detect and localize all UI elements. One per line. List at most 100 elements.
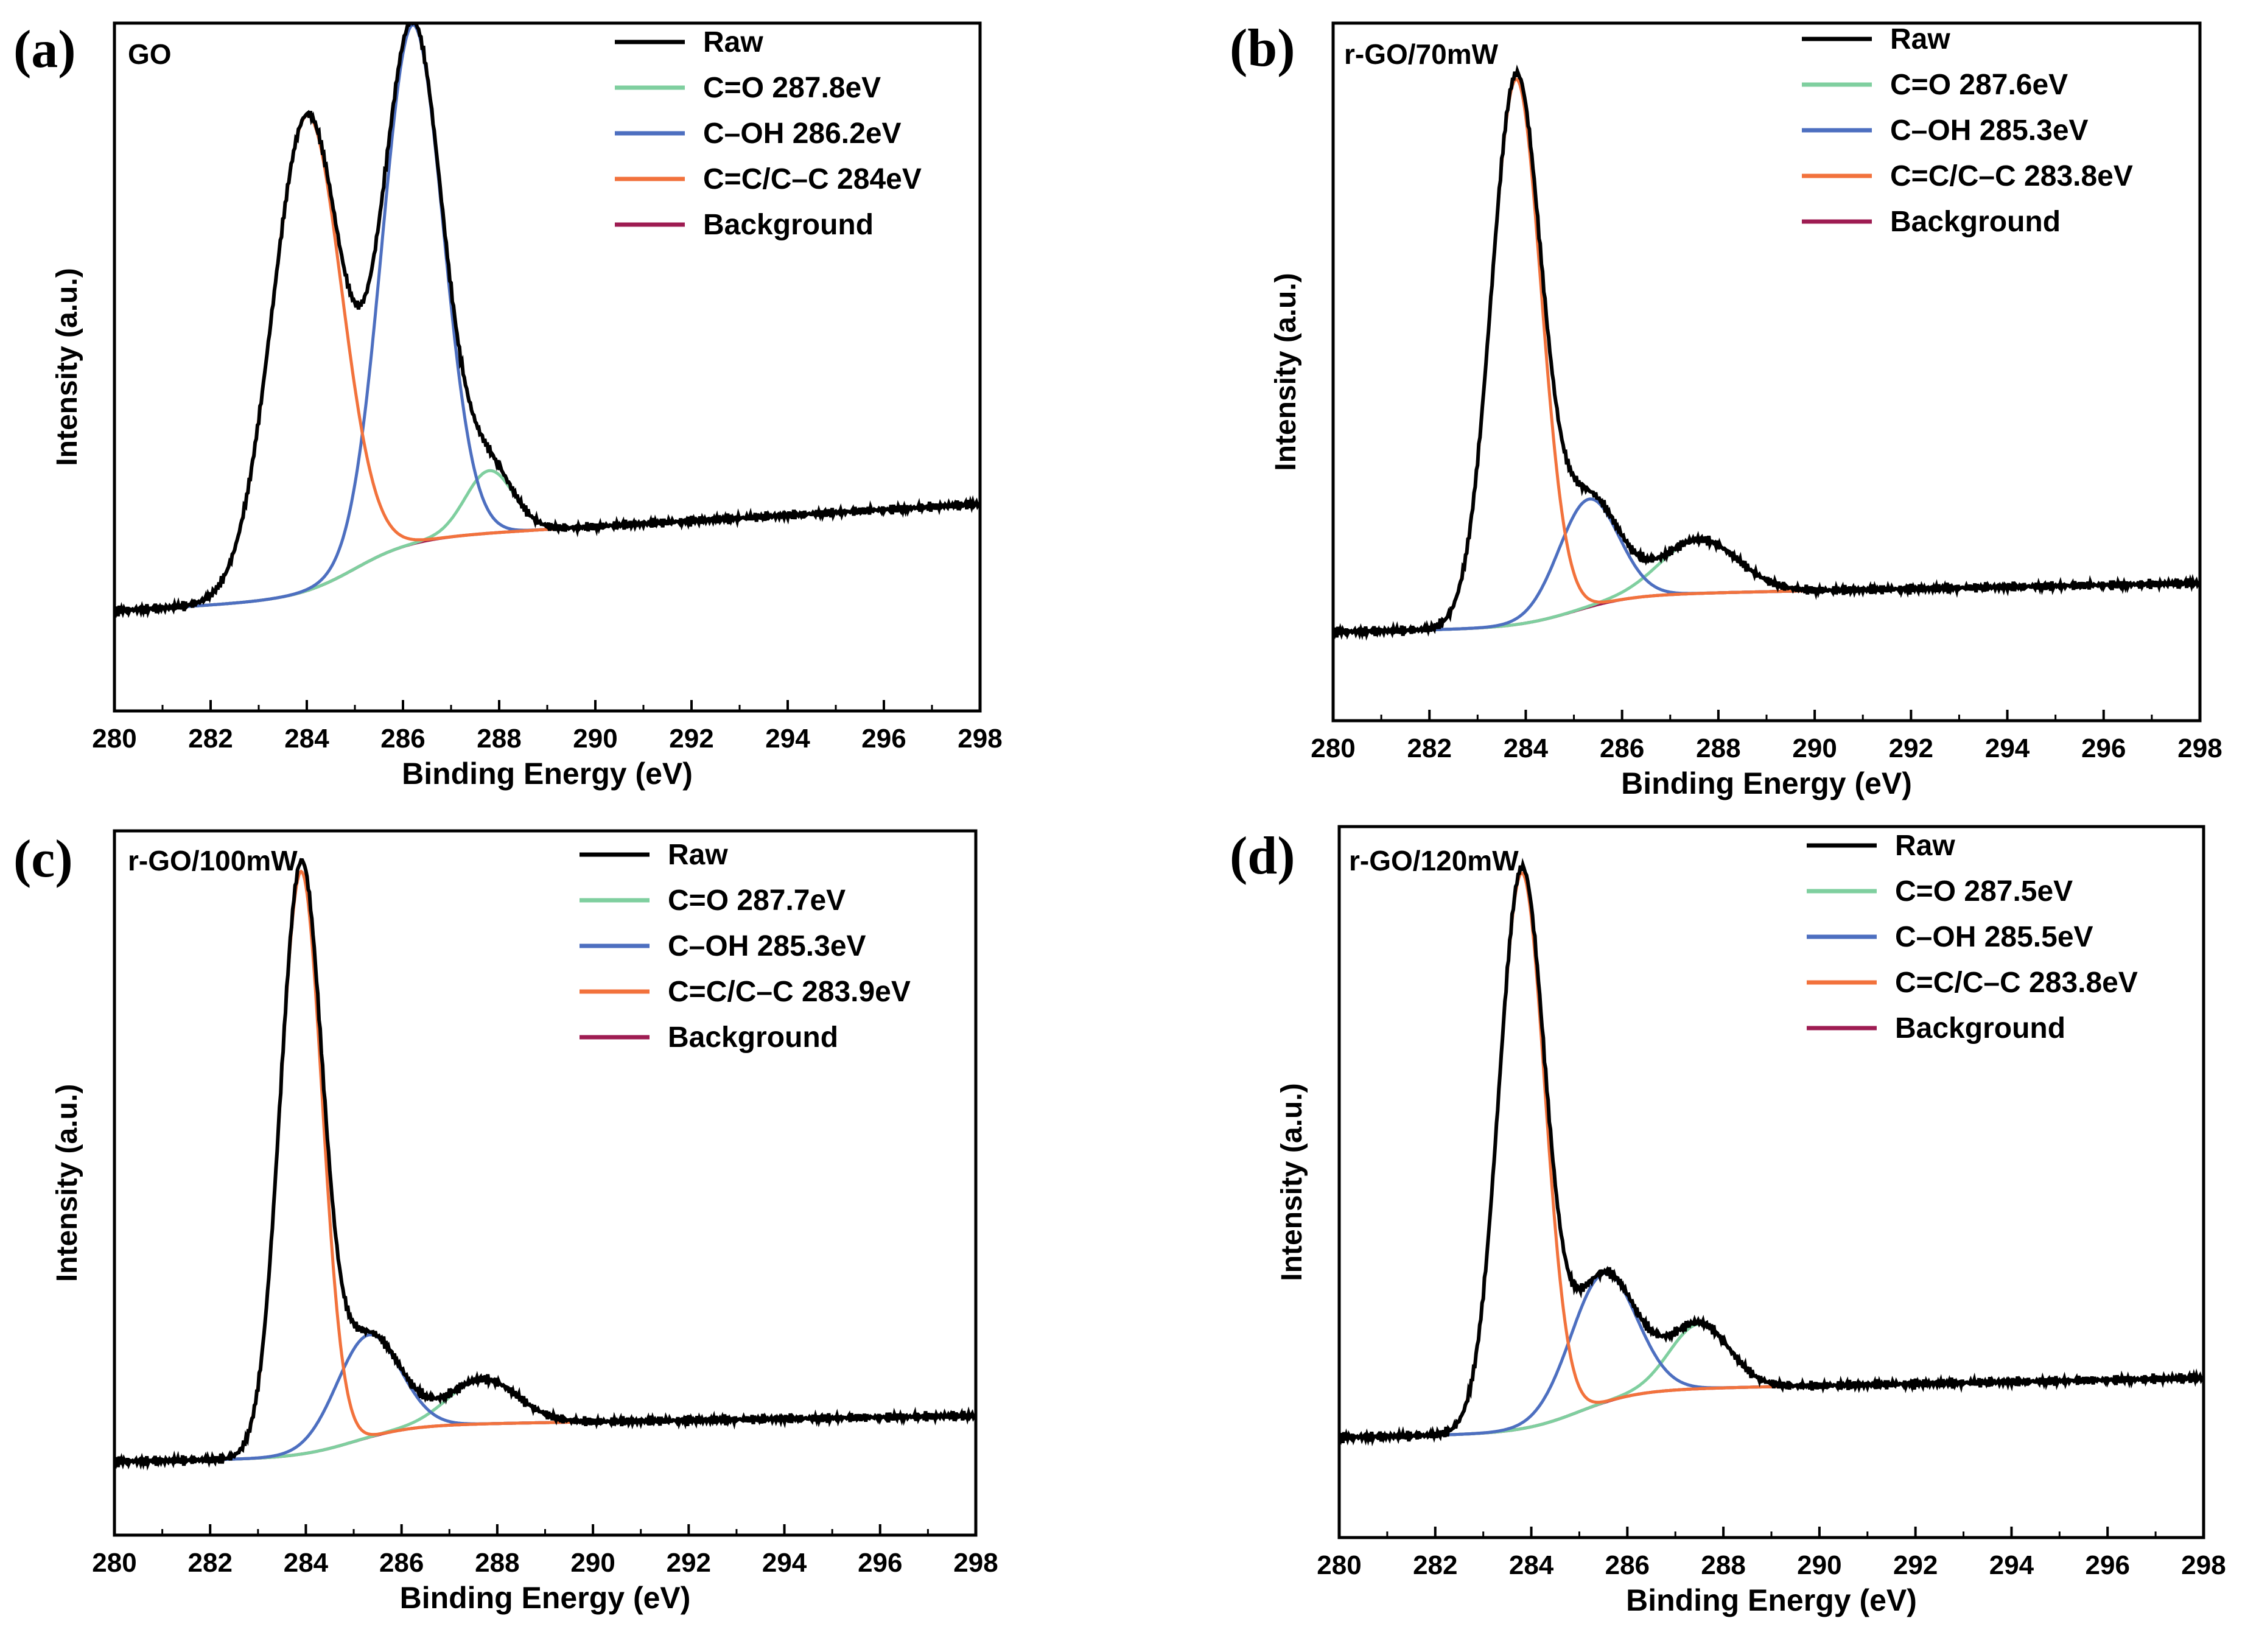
x-tick-label: 286 [1600, 733, 1644, 763]
y-axis-title: Intensity (a.u.) [1270, 273, 1302, 471]
legend-cc: C=C/C–C 283.9eV [580, 976, 911, 1008]
x-tick-label: 294 [1989, 1550, 2034, 1580]
legend-label: C–OH 285.3eV [1890, 114, 2089, 147]
legend-label: C=O 287.7eV [668, 884, 846, 917]
x-tick-label: 292 [1893, 1550, 1938, 1580]
x-tick-label: 296 [861, 724, 906, 754]
panel-label: (b) [1230, 19, 1295, 78]
legend-c-oh: C–OH 285.3eV [1802, 114, 2089, 147]
raw-spectrum-line [1339, 858, 2204, 1447]
x-tick-label: 282 [1413, 1550, 1457, 1580]
x-tick-label: 280 [1317, 1550, 1361, 1580]
x-tick-label: 288 [477, 724, 521, 754]
c-o-peak-line [114, 469, 980, 613]
legend-c-oh: C–OH 285.5eV [1807, 921, 2093, 953]
legend-label: C–OH 285.3eV [668, 930, 866, 962]
x-tick-label: 290 [570, 1548, 615, 1578]
legend-raw: Raw [580, 839, 728, 871]
x-tick-label: 284 [284, 1548, 329, 1578]
x-tick-label: 280 [1311, 733, 1355, 763]
legend-label: Raw [1895, 830, 1955, 862]
x-tick-label: 286 [380, 724, 425, 754]
panel-label: (a) [13, 20, 76, 79]
legend-cc: C=C/C–C 283.8eV [1802, 160, 2133, 192]
y-axis-title: Intensity (a.u.) [51, 1084, 83, 1282]
sample-title: GO [128, 38, 172, 70]
legend-label: C–OH 285.5eV [1895, 921, 2093, 953]
legend-label: Background [1895, 1012, 2065, 1045]
x-tick-label: 296 [2081, 733, 2126, 763]
x-tick-label: 280 [92, 724, 136, 754]
x-axis-title: Binding Energy (eV) [402, 757, 693, 791]
legend-label: C=C/C–C 283.8eV [1895, 967, 2138, 999]
legend-label: Background [668, 1021, 838, 1054]
panel-d: 280 282 284 286 288 290 292 294 296 298 Binding En… [1230, 825, 2226, 1617]
x-tick-label: 294 [765, 724, 810, 754]
raw-spectrum-line [114, 858, 976, 1471]
legend-c-oh: C–OH 285.3eV [580, 930, 866, 962]
x-tick-label: 292 [669, 724, 713, 754]
legend-label: Raw [703, 26, 763, 58]
panel-b: 280 282 284 286 288 290 292 294 296 298 Binding En… [1230, 19, 2222, 800]
raw-spectrum-line [1333, 64, 2200, 641]
legend-c-o: C=O 287.6eV [1802, 69, 2068, 101]
legend-c-o: C=O 287.8eV [615, 72, 881, 104]
x-tick-label: 288 [475, 1548, 519, 1578]
x-tick-label: 296 [858, 1548, 902, 1578]
x-tick-label: 296 [2086, 1550, 2130, 1580]
sample-title: r-GO/100mW [128, 845, 298, 877]
x-tick-label: 280 [92, 1548, 136, 1578]
legend-c-o: C=O 287.7eV [580, 884, 846, 917]
legend-c-o: C=O 287.5eV [1807, 875, 2073, 908]
x-tick-label: 290 [1792, 733, 1837, 763]
panel-label: (c) [13, 830, 73, 889]
x-tick-label: 284 [1504, 733, 1549, 763]
legend-label: C–OH 286.2eV [703, 117, 902, 150]
x-tick-label: 284 [1509, 1550, 1554, 1580]
sample-title: r-GO/120mW [1349, 845, 1519, 877]
x-axis-title: Binding Energy (eV) [1621, 766, 1912, 800]
sample-title: r-GO/70mW [1344, 38, 1499, 70]
legend-label: C=O 287.5eV [1895, 875, 2073, 908]
legend-label: C=C/C–C 283.9eV [668, 976, 911, 1008]
legend-raw: Raw [1802, 23, 1950, 55]
panel-a: 280 282 284 286 288 290 292 294 296 298 Binding En… [13, 20, 1003, 791]
legend-raw: Raw [615, 26, 763, 58]
panel-c: 280 282 284 286 288 290 292 294 296 298 Binding En… [13, 829, 998, 1615]
legend-label: C=O 287.8eV [703, 72, 881, 104]
legend-label: Raw [668, 839, 728, 871]
legend-cc: C=C/C–C 284eV [615, 163, 922, 195]
legend-background: Background [580, 1021, 838, 1054]
background-line [114, 502, 980, 613]
legend-raw: Raw [1807, 830, 1955, 862]
panel-label: (d) [1230, 827, 1295, 886]
c-oh-peak-line [1339, 1271, 2204, 1439]
x-tick-label: 282 [1407, 733, 1452, 763]
x-tick-label: 292 [1889, 733, 1933, 763]
legend-c-oh: C–OH 286.2eV [615, 117, 902, 150]
x-tick-label: 288 [1696, 733, 1740, 763]
y-axis-title: Intensity (a.u.) [1276, 1083, 1308, 1281]
legend-label: C=C/C–C 283.8eV [1890, 160, 2133, 192]
x-tick-label: 298 [953, 1548, 998, 1578]
x-tick-label: 284 [284, 724, 329, 754]
x-tick-label: 298 [2181, 1550, 2226, 1580]
legend-background: Background [1802, 206, 2061, 238]
x-tick-label: 294 [762, 1548, 807, 1578]
x-tick-label: 282 [188, 1548, 233, 1578]
legend-label: Background [703, 209, 874, 241]
y-axis-title: Intensity (a.u.) [51, 268, 83, 466]
x-tick-label: 298 [2177, 733, 2222, 763]
cc-peak-line [1339, 871, 2204, 1439]
legend-label: C=O 287.6eV [1890, 69, 2068, 101]
x-tick-label: 298 [958, 724, 1002, 754]
raw-spectrum-line [114, 23, 980, 619]
legend-label: C=C/C–C 284eV [703, 163, 922, 195]
x-tick-label: 290 [573, 724, 617, 754]
x-tick-label: 292 [667, 1548, 711, 1578]
legend-background: Background [615, 209, 874, 241]
x-tick-label: 286 [379, 1548, 424, 1578]
legend-label: Background [1890, 206, 2061, 238]
legend-cc: C=C/C–C 283.8eV [1807, 967, 2138, 999]
